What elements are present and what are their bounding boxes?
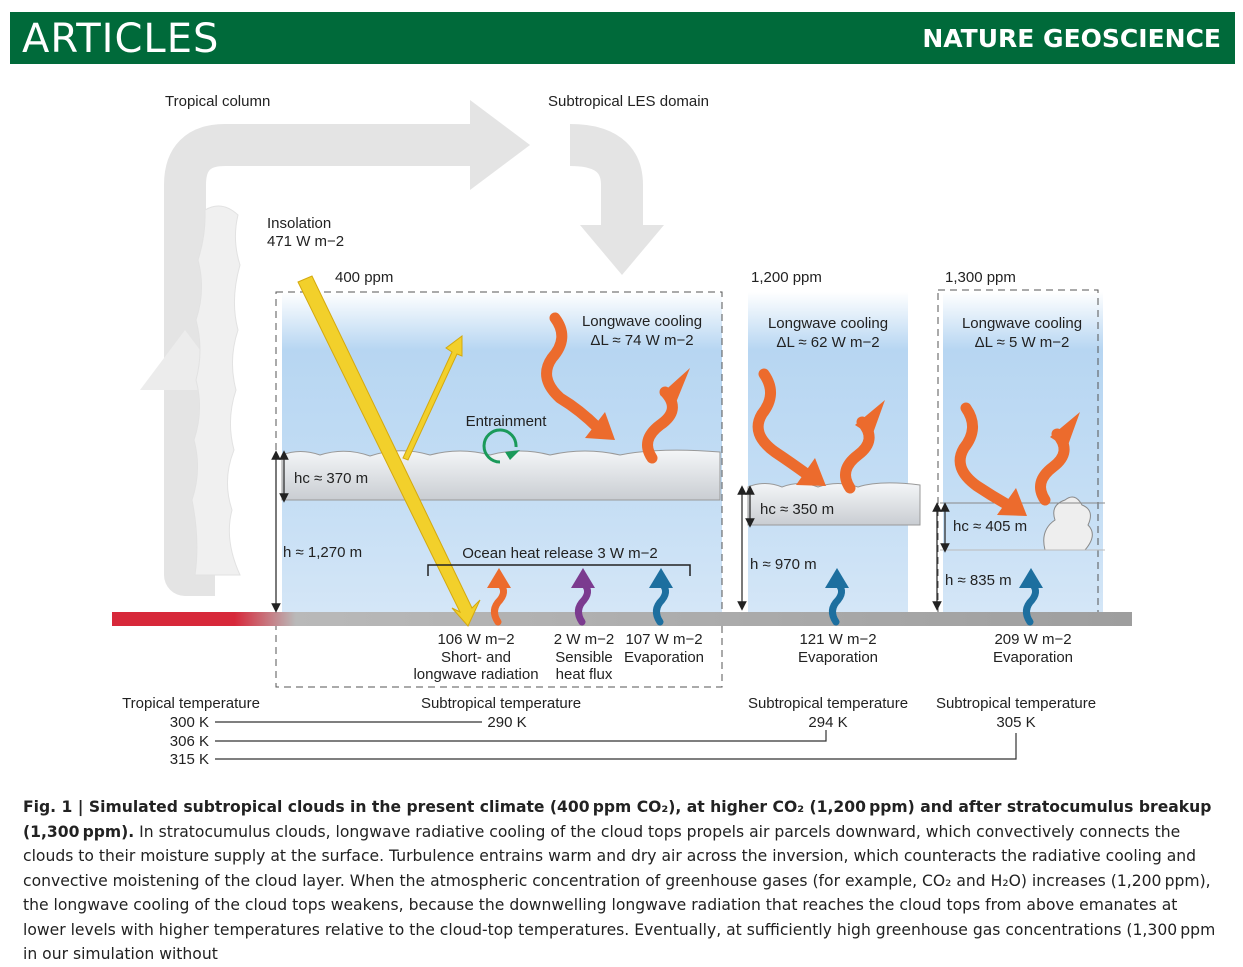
insolation-label: Insolation — [267, 215, 331, 232]
les-domain-outline — [275, 291, 723, 688]
lw-value-1200: ΔL ≈ 62 W m−2 — [776, 334, 879, 351]
temp-line-306 — [215, 730, 827, 742]
subtropical-temp-294: 294 K — [808, 714, 847, 731]
subtropical-temp-305: 305 K — [996, 714, 1035, 731]
panel-1300-sky — [943, 292, 1103, 612]
flux-label-radiation-2: longwave radiation — [413, 666, 538, 683]
temp-line-315 — [215, 733, 1017, 760]
flux-value-evap-1300: 209 W m−2 — [994, 631, 1071, 648]
flux-label-radiation-1: Short- and — [441, 649, 511, 666]
h-label-1200: h ≈ 970 m — [750, 556, 817, 573]
lw-value-400: ΔL ≈ 74 W m−2 — [590, 332, 693, 349]
entrainment-icon — [482, 428, 518, 464]
cumulus-cloud-1300 — [1043, 496, 1093, 551]
lw-title-1300: Longwave cooling — [962, 315, 1082, 332]
tropical-temp-315: 315 K — [170, 751, 209, 768]
h-label-400: h ≈ 1,270 m — [283, 544, 362, 561]
caption-text: In stratocumulus clouds, longwave radiat… — [23, 822, 1216, 964]
les-domain-label: Subtropical LES domain — [548, 93, 709, 110]
tropical-column-label: Tropical column — [165, 93, 270, 110]
figure-caption: Fig. 1 | Simulated subtropical clouds in… — [23, 795, 1223, 967]
flux-value-evap-400: 107 W m−2 — [625, 631, 702, 648]
ocean-heat-label: Ocean heat release 3 W m−2 — [462, 545, 658, 562]
ppm-1200-label: 1,200 ppm — [751, 269, 822, 286]
flux-label-evap-1200: Evaporation — [798, 649, 878, 666]
hc-label-400: hc ≈ 370 m — [294, 470, 368, 487]
section-label: ARTICLES — [22, 16, 220, 62]
lw-title-400: Longwave cooling — [582, 313, 702, 330]
flux-value-radiation: 106 W m−2 — [437, 631, 514, 648]
tropical-temp-306: 306 K — [170, 733, 209, 750]
lw-title-1200: Longwave cooling — [768, 315, 888, 332]
tropical-temp-300: 300 K — [170, 714, 209, 731]
circulation-arrowhead-right — [470, 100, 530, 190]
subtropical-temperature-label-400: Subtropical temperature — [421, 695, 581, 712]
journal-header: ARTICLES NATURE GEOSCIENCE — [10, 12, 1235, 64]
tropical-cloud-icon — [191, 205, 241, 576]
caption-lead: Fig. 1 | Simulated subtropical clouds in… — [23, 798, 1212, 841]
entrainment-label: Entrainment — [466, 413, 548, 430]
flux-value-evap-1200: 121 W m−2 — [799, 631, 876, 648]
ppm-1300-label: 1,300 ppm — [945, 269, 1016, 286]
reflected-beam-icon — [402, 335, 463, 461]
surface-bar — [112, 612, 1132, 626]
flux-label-evap-1300: Evaporation — [993, 649, 1073, 666]
journal-name: NATURE GEOSCIENCE — [922, 24, 1221, 53]
hc-label-1300: hc ≈ 405 m — [953, 518, 1027, 535]
lw-value-1300: ΔL ≈ 5 W m−2 — [975, 334, 1070, 351]
figure-diagram: Tropical column Subtropical LES domain I… — [112, 93, 1132, 768]
subtropical-temperature-label-1200: Subtropical temperature — [748, 695, 908, 712]
ocean-heat-bracket — [427, 564, 691, 576]
subtropical-temperature-label-1300: Subtropical temperature — [936, 695, 1096, 712]
tropical-temperature-label: Tropical temperature — [122, 695, 260, 712]
insolation-beam-icon — [297, 275, 481, 627]
flux-label-evap-400: Evaporation — [624, 649, 704, 666]
flux-label-sensible-1: Sensible — [555, 649, 613, 666]
ppm-400-label: 400 ppm — [335, 269, 393, 286]
flux-value-sensible: 2 W m−2 — [554, 631, 614, 648]
flux-label-sensible-2: heat flux — [556, 666, 613, 683]
h-label-1300: h ≈ 835 m — [945, 572, 1012, 589]
insolation-value: 471 W m−2 — [267, 233, 344, 250]
circulation-arrowhead-down — [580, 225, 664, 275]
subtropical-temp-290: 290 K — [487, 714, 526, 731]
stratocumulus-cloud-1200 — [747, 482, 921, 526]
hc-label-1200: hc ≈ 350 m — [760, 501, 834, 518]
